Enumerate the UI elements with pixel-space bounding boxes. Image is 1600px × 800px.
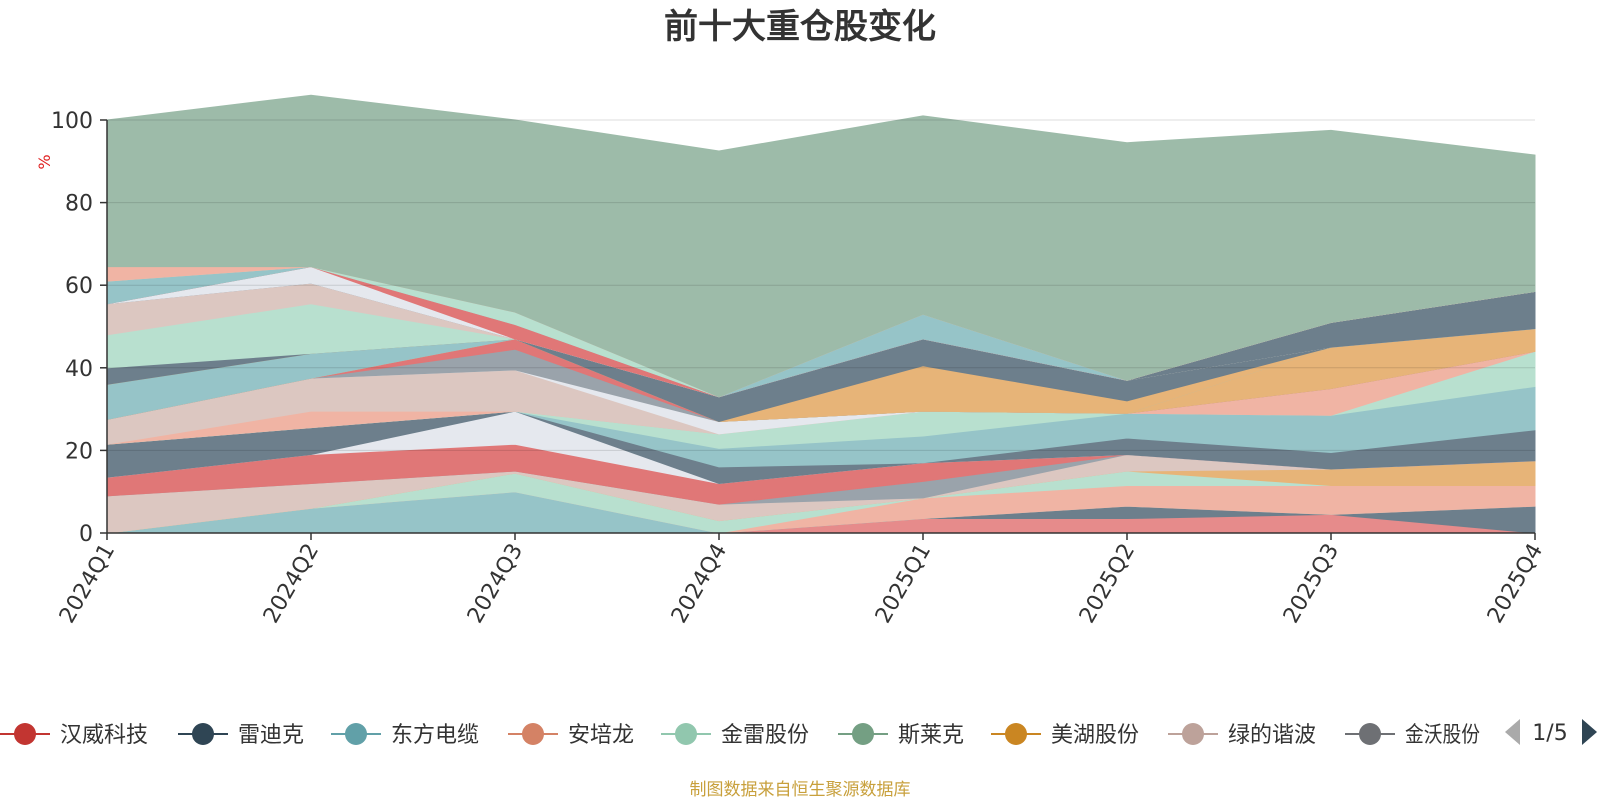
- legend: 汉威科技 雷迪克 东方电缆 安培龙 金雷股份 斯莱克 美湖股份 绿的谐波 金沃股份: [0, 723, 1480, 748]
- legend-label: 金雷股份: [721, 723, 809, 748]
- x-tick-label: 2024Q3: [463, 540, 528, 628]
- x-tick-label: 2025Q2: [1075, 540, 1140, 628]
- y-tick-label: 60: [65, 274, 93, 299]
- legend-label: 汉威科技: [60, 723, 148, 748]
- legend-label: 金沃股份: [1405, 723, 1480, 748]
- grid-lines: [107, 119, 1535, 451]
- legend-item[interactable]: 金沃股份: [1345, 723, 1480, 748]
- chart-title: 前十大重仓股变化: [664, 7, 936, 47]
- legend-label: 东方电缆: [391, 723, 479, 748]
- legend-marker-icon: [14, 723, 36, 745]
- legend-marker-icon: [1359, 723, 1381, 745]
- legend-label: 安培龙: [568, 723, 634, 748]
- x-tick-label: 2025Q4: [1483, 540, 1548, 628]
- legend-item[interactable]: 绿的谐波: [1168, 723, 1316, 748]
- legend-pager: 1/5: [1505, 719, 1597, 746]
- legend-label: 绿的谐波: [1228, 723, 1316, 748]
- legend-marker-icon: [192, 723, 214, 745]
- legend-marker-icon: [522, 723, 544, 745]
- y-tick-label: 0: [79, 522, 93, 547]
- legend-item[interactable]: 雷迪克: [178, 723, 304, 748]
- y-tick-label: 20: [65, 439, 93, 464]
- y-tick-label: 80: [65, 192, 93, 217]
- legend-label: 美湖股份: [1051, 723, 1139, 748]
- area-series-group: [106, 94, 1536, 534]
- legend-item[interactable]: 金雷股份: [661, 723, 809, 748]
- legend-marker-icon: [1182, 723, 1204, 745]
- area-series-30: [106, 94, 1536, 398]
- source-note: 制图数据来自恒生聚源数据库: [690, 780, 911, 800]
- pager-next-icon[interactable]: [1582, 719, 1597, 745]
- legend-item[interactable]: 美湖股份: [991, 723, 1139, 748]
- x-tick-label: 2025Q1: [871, 540, 936, 628]
- legend-marker-icon: [1005, 723, 1027, 745]
- pager-prev-icon[interactable]: [1505, 719, 1520, 745]
- x-tick-label: 2025Q3: [1279, 540, 1344, 628]
- legend-marker-icon: [345, 723, 367, 745]
- legend-label: 雷迪克: [238, 723, 304, 748]
- legend-marker-icon: [675, 723, 697, 745]
- legend-item[interactable]: 汉威科技: [0, 723, 148, 748]
- x-tick-label: 2024Q4: [667, 540, 732, 628]
- x-tick-label: 2024Q1: [55, 540, 120, 628]
- legend-item[interactable]: 安培龙: [508, 723, 634, 748]
- legend-item[interactable]: 斯莱克: [838, 723, 964, 748]
- legend-item[interactable]: 东方电缆: [331, 723, 479, 748]
- x-tick-label: 2024Q2: [259, 540, 324, 628]
- y-axis-unit: %: [35, 154, 54, 169]
- y-tick-label: 40: [65, 357, 93, 382]
- y-tick-label: 100: [51, 109, 93, 134]
- legend-label: 斯莱克: [898, 723, 964, 748]
- legend-page-indicator: 1/5: [1532, 721, 1567, 746]
- legend-marker-icon: [852, 723, 874, 745]
